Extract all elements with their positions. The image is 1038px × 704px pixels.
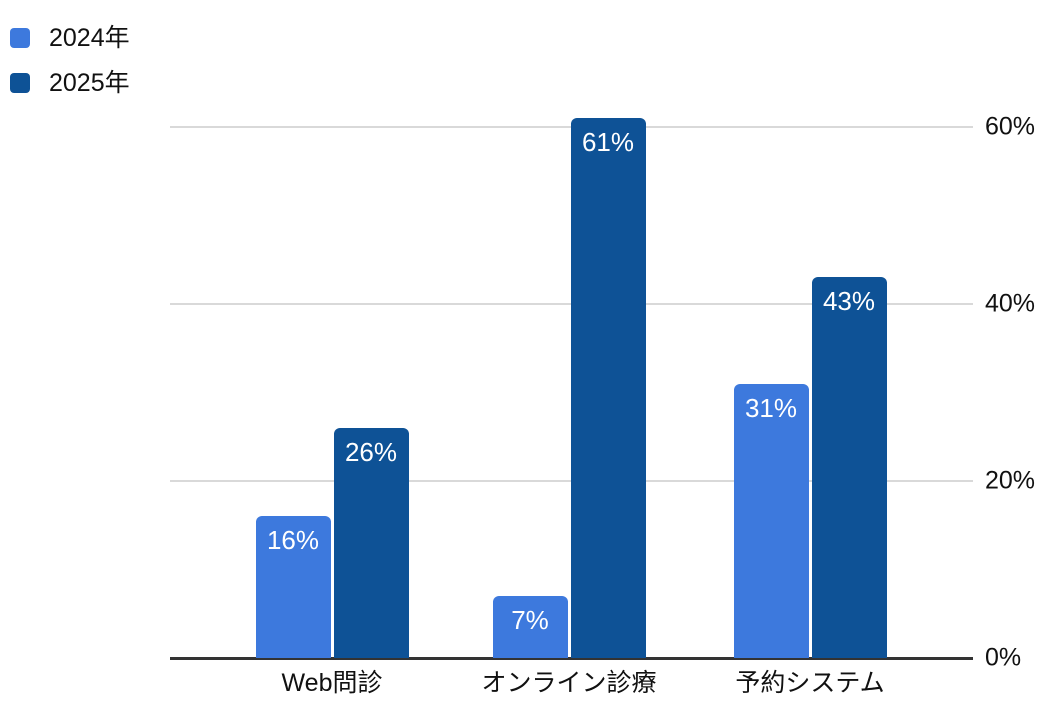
legend-label-2025: 2025年	[49, 69, 130, 97]
plot-area: 16% 26% 7% 61% 31% 43%	[170, 118, 973, 660]
bar[interactable]: 61%	[570, 118, 646, 658]
x-axis-line	[170, 656, 973, 660]
bar[interactable]: 26%	[333, 427, 409, 658]
bar-value-label: 31%	[744, 392, 798, 423]
bar-value-label: 61%	[581, 127, 635, 158]
x-axis-category-label: 予約システム	[735, 669, 885, 697]
bar-value-label: 16%	[266, 525, 320, 556]
legend-item-2025[interactable]: 2025年	[10, 69, 130, 97]
bar-value-label: 26%	[344, 436, 398, 467]
legend-swatch-2024-icon	[10, 28, 30, 48]
bar[interactable]: 16%	[255, 516, 331, 658]
bar[interactable]: 31%	[733, 383, 809, 658]
legend-item-2024[interactable]: 2024年	[10, 24, 130, 52]
bar-value-label: 43%	[822, 286, 876, 317]
legend: 2024年 2025年	[10, 24, 130, 118]
x-axis-category-label: オンライン診療	[481, 669, 657, 697]
legend-swatch-2025-icon	[10, 73, 30, 93]
legend-label-2024: 2024年	[49, 24, 130, 52]
bar-value-label: 7%	[511, 605, 549, 636]
y-axis-tick-label: 60%	[985, 112, 1036, 141]
bar[interactable]: 43%	[811, 277, 887, 658]
y-axis-tick-label: 0%	[985, 643, 1022, 672]
bar[interactable]: 7%	[492, 596, 568, 658]
y-axis-tick-label: 40%	[985, 289, 1036, 318]
x-axis-category-label: Web問診	[281, 669, 383, 697]
y-axis-tick-label: 20%	[985, 466, 1036, 495]
